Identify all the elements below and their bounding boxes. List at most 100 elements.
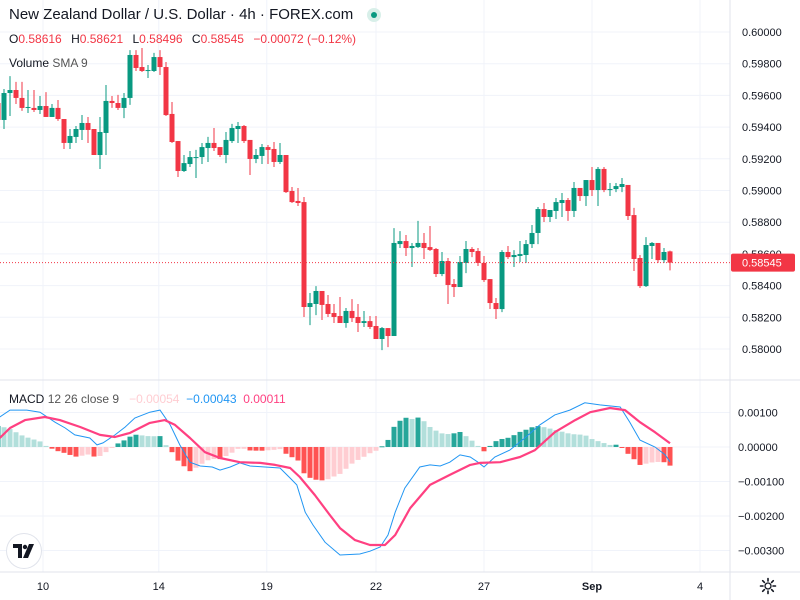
macd-histogram-bar (415, 417, 421, 447)
high-value: 0.58621 (79, 32, 124, 46)
macd-histogram-bar (25, 437, 31, 447)
macd-histogram-bar (403, 417, 409, 447)
time-tick-label: 27 (478, 581, 490, 593)
candle-body (439, 261, 445, 275)
candle (559, 193, 565, 217)
macd-histogram-bar (49, 447, 55, 449)
candle (169, 102, 175, 143)
candle (589, 167, 595, 197)
candle-body (79, 122, 85, 130)
candle (667, 250, 673, 271)
macd-histogram-bar (103, 447, 109, 453)
candle (361, 310, 367, 327)
macd-histogram-bar (361, 447, 367, 457)
candle-body (607, 189, 613, 191)
volume-legend[interactable]: Volume SMA 9 (9, 56, 88, 70)
candle-body (613, 186, 619, 190)
macd-legend[interactable]: MACD 12 26 close 9 −0.00054 −0.00043 0.0… (9, 392, 286, 406)
change-value: −0.00072 (−0.12%) (253, 32, 357, 46)
macd-histogram-bar (115, 443, 121, 447)
time-tick-label: 4 (697, 581, 703, 593)
candle-body (307, 303, 313, 307)
candle (661, 248, 667, 263)
macd-histogram-bar (79, 447, 85, 456)
candle-body (421, 242, 427, 249)
tradingview-logo[interactable] (7, 534, 41, 568)
candle (271, 141, 277, 168)
candle-body (193, 157, 199, 159)
macd-histogram-bar (241, 447, 247, 449)
macd-histogram-bar (151, 436, 157, 447)
candle-body (391, 242, 397, 337)
macd-histogram-bar (13, 432, 19, 447)
candle (265, 145, 271, 165)
candle-body (157, 57, 163, 68)
candle (487, 279, 493, 310)
macd-histogram-bar (505, 437, 511, 447)
macd-signal-line (0, 406, 671, 547)
macd-histogram-bar (463, 436, 469, 447)
candle-body (457, 261, 463, 288)
candle-body (577, 187, 583, 197)
gear-icon[interactable] (759, 577, 777, 595)
grid (0, 0, 730, 572)
macd-histogram-bar (193, 447, 199, 468)
macd-histogram-bar (373, 447, 379, 451)
candle-body (415, 242, 421, 248)
macd-histogram-bar (553, 430, 559, 447)
macd-histogram-bar (325, 447, 331, 480)
candle-body (67, 135, 73, 143)
macd-line-value: −0.00043 (186, 392, 237, 406)
price-tick-label: 0.60000 (742, 27, 782, 39)
candle-body (571, 187, 577, 211)
candle-body (319, 290, 325, 305)
macd-histogram-bar (487, 445, 493, 447)
candle-body (85, 122, 91, 130)
symbol-title[interactable]: New Zealand Dollar / U.S. Dollar · 4h · … (9, 6, 354, 23)
symbol-legend: New Zealand Dollar / U.S. Dollar · 4h · … (9, 6, 382, 23)
macd-histogram-bar (133, 434, 139, 447)
candle (403, 235, 409, 256)
candle-body (487, 279, 493, 304)
macd-histogram-bar (475, 445, 481, 447)
macd-histogram-bar (343, 447, 349, 469)
candle (49, 103, 55, 117)
macd-histogram-bar (307, 447, 313, 478)
candle-body (91, 129, 97, 155)
time-tick-label: 14 (153, 581, 165, 593)
candle (499, 250, 505, 313)
candle-body (331, 313, 337, 317)
candle-body (337, 316, 343, 324)
candle (145, 64, 151, 78)
macd-histogram-bar (661, 447, 667, 463)
time-tick-label: 19 (261, 581, 273, 593)
macd-histogram-bar (427, 426, 433, 447)
candle-body (55, 107, 61, 120)
candle-body (205, 142, 211, 149)
time-tick-label: 22 (370, 581, 382, 593)
macd-histogram-bar (607, 444, 613, 447)
candle (0, 103, 1, 120)
macd-histogram-bar (265, 447, 271, 451)
candle (85, 116, 91, 143)
candle-body (187, 157, 193, 165)
macd-tick-label: −0.00300 (738, 546, 784, 558)
candle (535, 206, 541, 245)
candle (511, 250, 517, 268)
candle-body (493, 303, 499, 310)
candle (631, 207, 637, 272)
macd-histogram-bar (61, 447, 67, 453)
macd-histogram-bar (277, 447, 283, 450)
price-tick-label: 0.59000 (742, 186, 782, 198)
macd-histogram-bar (469, 440, 475, 447)
price-tick-label: 0.58000 (742, 344, 782, 356)
macd-histogram-bar (37, 441, 43, 447)
macd-histogram-bar (169, 447, 175, 453)
macd-histogram-bar (337, 447, 343, 474)
candle-body (277, 154, 283, 162)
candle (427, 226, 433, 252)
volume-label: Volume (9, 56, 50, 70)
macd-histogram-bar (601, 443, 607, 447)
candle-body (169, 113, 175, 142)
